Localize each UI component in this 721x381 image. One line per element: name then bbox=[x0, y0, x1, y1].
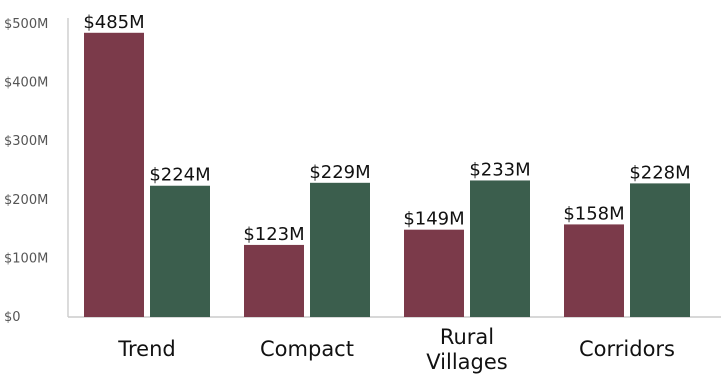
y-tick-label: $0 bbox=[4, 310, 21, 325]
x-tick-label: Trend bbox=[117, 337, 175, 361]
y-tick-label: $300M bbox=[4, 134, 48, 149]
x-tick-label: Villages bbox=[426, 350, 507, 374]
data-label-2-1: $233M bbox=[469, 159, 530, 180]
data-label-1-0: $123M bbox=[243, 224, 304, 245]
x-tick-label: Rural bbox=[440, 325, 494, 349]
data-label-1-1: $229M bbox=[309, 162, 370, 183]
bar-0-0 bbox=[84, 32, 144, 317]
data-label-0-1: $224M bbox=[149, 165, 210, 186]
bar-2-0 bbox=[404, 229, 464, 317]
y-axis-ticks: $0 $100M $200M $300M $400M $500M bbox=[4, 17, 48, 325]
data-labels: $485M $224M $123M $229M $149M $233M $158M$228M bbox=[83, 12, 690, 245]
data-label-2-0: $149M bbox=[403, 209, 464, 230]
y-tick-label: $500M bbox=[4, 17, 48, 32]
data-label-0-0: $485M bbox=[83, 12, 144, 33]
bar-0-1 bbox=[150, 185, 210, 317]
data-label-3-0: $158M bbox=[563, 203, 624, 224]
bar-3-0 bbox=[564, 224, 624, 317]
y-tick-label: $400M bbox=[4, 76, 48, 91]
bar-2-1 bbox=[470, 180, 530, 317]
y-tick-label: $100M bbox=[4, 251, 48, 266]
bar-3-1 bbox=[630, 183, 690, 317]
bars bbox=[84, 32, 690, 317]
bar-1-1 bbox=[310, 182, 370, 317]
y-tick-label: $200M bbox=[4, 193, 48, 208]
bar-1-0 bbox=[244, 244, 304, 317]
data-label-3-1: $228M bbox=[629, 162, 690, 183]
x-tick-label: Compact bbox=[260, 337, 354, 361]
x-tick-label: Corridors bbox=[579, 337, 675, 361]
